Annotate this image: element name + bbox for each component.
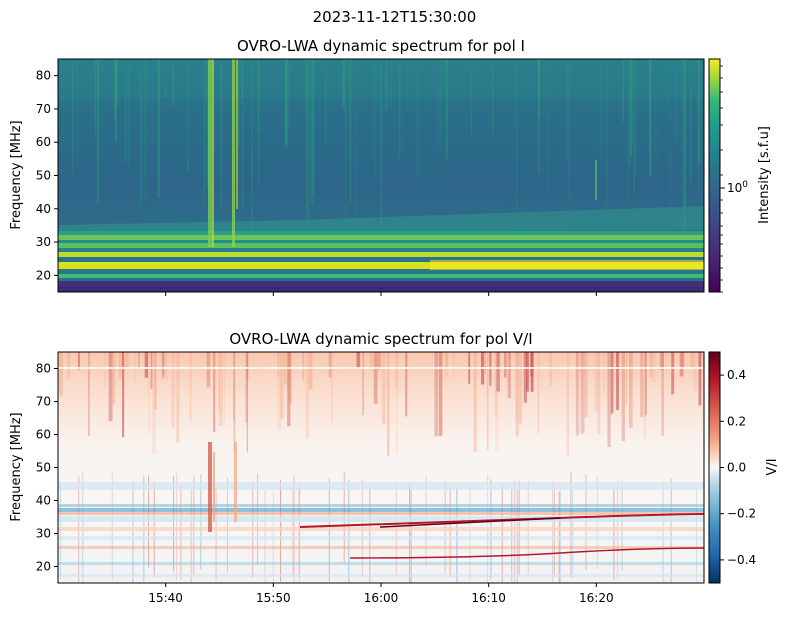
panel-i-title: OVRO-LWA dynamic spectrum for pol I	[237, 37, 525, 55]
panel-v-title: OVRO-LWA dynamic spectrum for pol V/I	[229, 330, 532, 348]
y-tick-label: 50	[36, 461, 51, 475]
figure-title: 2023-11-12T15:30:00	[312, 8, 477, 26]
colorbar-v-tick-label: −0.2	[727, 507, 756, 521]
y-tick-label: 60	[36, 428, 51, 442]
heatmap-v	[58, 352, 704, 583]
burst-i-2	[232, 59, 235, 247]
y-tick-label: 20	[36, 560, 51, 574]
y-tick-label: 80	[36, 362, 51, 376]
y-tick-label: 60	[36, 135, 51, 149]
colorbar-v-ticks: 0.4 0.2 0.0 −0.2 −0.4	[720, 368, 756, 567]
y-axis-i: 20 30 40 50 60 70 80	[36, 69, 58, 282]
x-tick-label: 16:10	[471, 591, 506, 605]
y-axis-label-v: Frequency [MHz]	[9, 412, 24, 521]
y-tick-label: 30	[36, 235, 51, 249]
y-tick-label: 70	[36, 102, 51, 116]
burst-i-1	[208, 59, 212, 247]
colorbar-v-tick-label: −0.4	[727, 553, 756, 567]
y-axis-v: 20 30 40 50 60 70 80	[36, 362, 58, 574]
x-tick-label: 16:00	[364, 591, 399, 605]
x-tick-label: 15:50	[256, 591, 291, 605]
x-axis-v: 15:40 15:50 16:00 16:10 16:20	[148, 583, 614, 605]
burst-v-1	[208, 442, 212, 532]
heatmap-i	[58, 59, 704, 292]
y-tick-label: 30	[36, 527, 51, 541]
y-tick-label: 40	[36, 494, 51, 508]
y-tick-label: 80	[36, 69, 51, 83]
colorbar-v-label: V/I	[765, 458, 780, 475]
heatmap-v-background	[58, 352, 704, 583]
colorbar-v	[708, 351, 721, 584]
y-tick-label: 70	[36, 395, 51, 409]
panel-stokes-v-over-i: OVRO-LWA dynamic spectrum for pol V/I 20…	[9, 330, 780, 605]
colorbar-i-label: Intensity [s.f.u]	[757, 126, 772, 224]
colorbar-i	[708, 58, 721, 293]
colorbar-i-minor-ticks	[720, 65, 723, 293]
y-axis-label-i: Frequency [MHz]	[9, 120, 24, 229]
y-tick-label: 40	[36, 202, 51, 216]
colorbar-v-tick-label: 0.2	[727, 414, 746, 428]
panel-stokes-i: OVRO-LWA dynamic spectrum for pol I 20 30…	[9, 37, 772, 296]
colorbar-v-tick-label: 0.0	[727, 461, 746, 475]
burst-v-2	[234, 442, 237, 522]
colorbar-i-tick-label: 100	[727, 180, 748, 195]
y-tick-label: 50	[36, 169, 51, 183]
y-tick-label: 20	[36, 268, 51, 282]
x-tick-label: 15:40	[148, 591, 183, 605]
x-tick-label: 16:20	[579, 591, 614, 605]
colorbar-v-tick-label: 0.4	[727, 368, 746, 382]
